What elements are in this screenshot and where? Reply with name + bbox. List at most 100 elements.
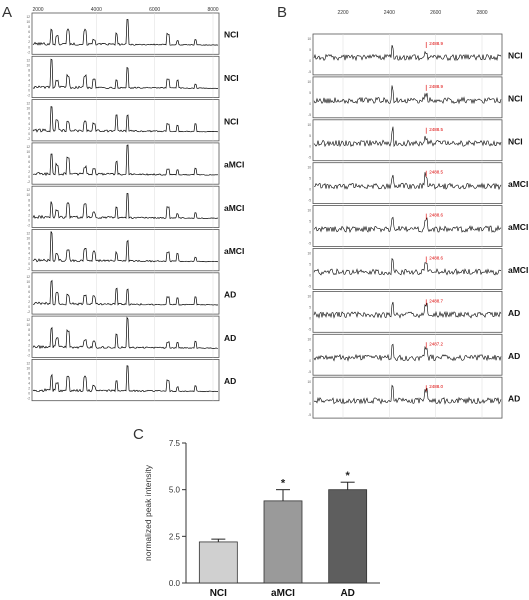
panel-a-row-label: aMCI: [224, 203, 244, 213]
panel-b-row-frame: [312, 205, 503, 247]
panel-b-spectrum-row: [312, 205, 503, 247]
panel-a-spectrum-row: [31, 272, 220, 315]
panel-b-y-tick-label: -5: [308, 242, 311, 246]
panel-b-x-tick-label: 2600: [430, 10, 441, 16]
panel-a-spectrum-trace: [32, 279, 219, 306]
panel-b-row-label: NCI: [508, 136, 523, 146]
panel-b-y-tick-label: 0: [309, 316, 311, 320]
panel-a-y-tick-label: 4: [28, 338, 30, 342]
panel-a-row-label: NCI: [224, 73, 239, 83]
panel-a-y-tick-label: -2: [27, 397, 30, 401]
panel-a-spectrum-row: [31, 358, 220, 402]
panel-b-peak-annotation: 2488.5: [429, 127, 443, 132]
panel-a-y-tick-label: 8: [28, 112, 30, 116]
panel-b-row-frame: [312, 248, 503, 290]
panel-b-spectrum-row: [312, 248, 503, 290]
panel-a-y-tick-label: 6: [28, 117, 30, 121]
panel-b-spectrum-row: [312, 33, 503, 76]
panel-b-x-tick-label: 2400: [384, 10, 395, 16]
panel-c-x-tick-label: aMCI: [271, 588, 295, 599]
panel-a-y-tick-label: -2: [27, 50, 30, 54]
panel-b-row-frame: [312, 76, 503, 119]
panel-b-y-tick-label: -5: [308, 113, 311, 117]
panel-b-y-tick-label: 5: [309, 134, 311, 138]
panel-a-row-frame: [31, 358, 220, 402]
panel-a-y-tick-label: 4: [28, 165, 30, 169]
panel-a-y-tick-label: 4: [28, 78, 30, 82]
panel-a-y-tick-label: -2: [27, 310, 30, 314]
panel-b-row-frame: [312, 162, 503, 204]
panel-a-x-tick-label: 4000: [91, 7, 102, 13]
panel-a-y-tick-label: 12: [26, 361, 30, 365]
panel-a-spectrum-trace: [32, 58, 218, 90]
panel-a-row-frame: [31, 315, 220, 358]
panel-label-b: B: [277, 4, 288, 21]
panel-a-y-tick-label: 12: [26, 188, 30, 192]
panel-a-spectrum-row: [31, 315, 220, 358]
panel-a-y-tick-label: 8: [28, 371, 30, 375]
panel-a-y-tick-label: 0: [28, 132, 30, 136]
panel-b-y-tick-label: -5: [308, 284, 311, 288]
panel-a-spectrum-trace: [32, 365, 219, 393]
panel-a-row-frame: [31, 12, 220, 55]
panel-a-y-tick-label: 4: [28, 122, 30, 126]
panel-b-y-tick-label: 10: [307, 252, 311, 256]
panel-a-y-tick-label: 12: [26, 15, 30, 19]
panel-b-y-tick-label: -5: [308, 156, 311, 160]
panel-a-spectrum-row: [31, 229, 220, 272]
panel-b-row-frame: [312, 119, 503, 162]
panel-a-y-tick-label: 12: [26, 145, 30, 149]
panel-b-row-label: aMCI: [508, 222, 528, 232]
panel-a-y-tick-label: 2: [28, 170, 30, 174]
panel-b-y-tick-label: -5: [308, 413, 311, 417]
panel-a-y-tick-label: 0: [28, 392, 30, 396]
panel-a-row-label: NCI: [224, 116, 239, 126]
panel-a-spectrum-trace: [32, 106, 219, 133]
panel-b-row-frame: [312, 290, 503, 333]
panel-b-peak-annotation: 2488.9: [429, 41, 443, 46]
panel-b-y-tick-label: 10: [307, 209, 311, 213]
panel-a-y-tick-label: 6: [28, 203, 30, 207]
panel-b-x-tick-label: 2800: [476, 10, 487, 16]
panel-b-y-tick-label: 10: [307, 166, 311, 170]
panel-b-spectrum-row: [312, 333, 503, 376]
panel-b-y-tick-label: 10: [307, 337, 311, 341]
panel-b-peak-annotation: 2488.7: [429, 298, 443, 303]
panel-a-row-label: AD: [224, 333, 236, 343]
panel-c-significance-mark: *: [281, 478, 286, 490]
panel-a-row-frame: [31, 185, 220, 228]
panel-a-y-tick-label: 10: [26, 280, 30, 284]
panel-a-y-tick-label: 8: [28, 198, 30, 202]
panel-a-y-tick-label: 10: [26, 193, 30, 197]
panel-b-row-label: AD: [508, 394, 520, 404]
panel-b-y-tick-label: 10: [307, 123, 311, 127]
panel-a-y-tick-label: 10: [26, 323, 30, 327]
panel-a-row-label: aMCI: [224, 160, 244, 170]
panel-a-y-tick-label: 0: [28, 262, 30, 266]
panel-a-row-frame: [31, 229, 220, 272]
panel-a-row-label: NCI: [224, 30, 239, 40]
panel-a-row-frame: [31, 55, 220, 98]
panel-a-y-tick-label: 12: [26, 275, 30, 279]
panel-b-y-tick-label: 0: [309, 188, 311, 192]
panel-a-y-tick-label: 12: [26, 58, 30, 62]
panel-a-y-tick-label: 8: [28, 155, 30, 159]
panel-a-y-tick-label: 4: [28, 252, 30, 256]
panel-b-y-tick-label: 5: [309, 305, 311, 309]
panel-a-y-tick-label: 2: [28, 387, 30, 391]
panel-c-y-tick-label: 7.5: [169, 439, 181, 448]
panel-b-y-tick-label: 0: [309, 145, 311, 149]
panel-a-y-tick-label: 0: [28, 45, 30, 49]
panel-c-significance-mark: *: [346, 470, 351, 482]
panel-b-y-tick-label: 0: [309, 359, 311, 363]
panel-a-y-tick-label: 6: [28, 247, 30, 251]
panel-b-row-label: aMCI: [508, 265, 528, 275]
panel-b-peak-annotation: 2487.2: [429, 341, 443, 346]
panel-a-y-tick-label: -2: [27, 224, 30, 228]
panel-b-spectrum-row: [312, 119, 503, 162]
panel-a-y-tick-label: 0: [28, 348, 30, 352]
panel-a-y-tick-label: -2: [27, 267, 30, 271]
panel-a-row-label: aMCI: [224, 246, 244, 256]
panel-b-peak-annotation: 2488.9: [429, 84, 443, 89]
panel-c-y-axis-label: normalized peak intensity: [143, 464, 153, 561]
